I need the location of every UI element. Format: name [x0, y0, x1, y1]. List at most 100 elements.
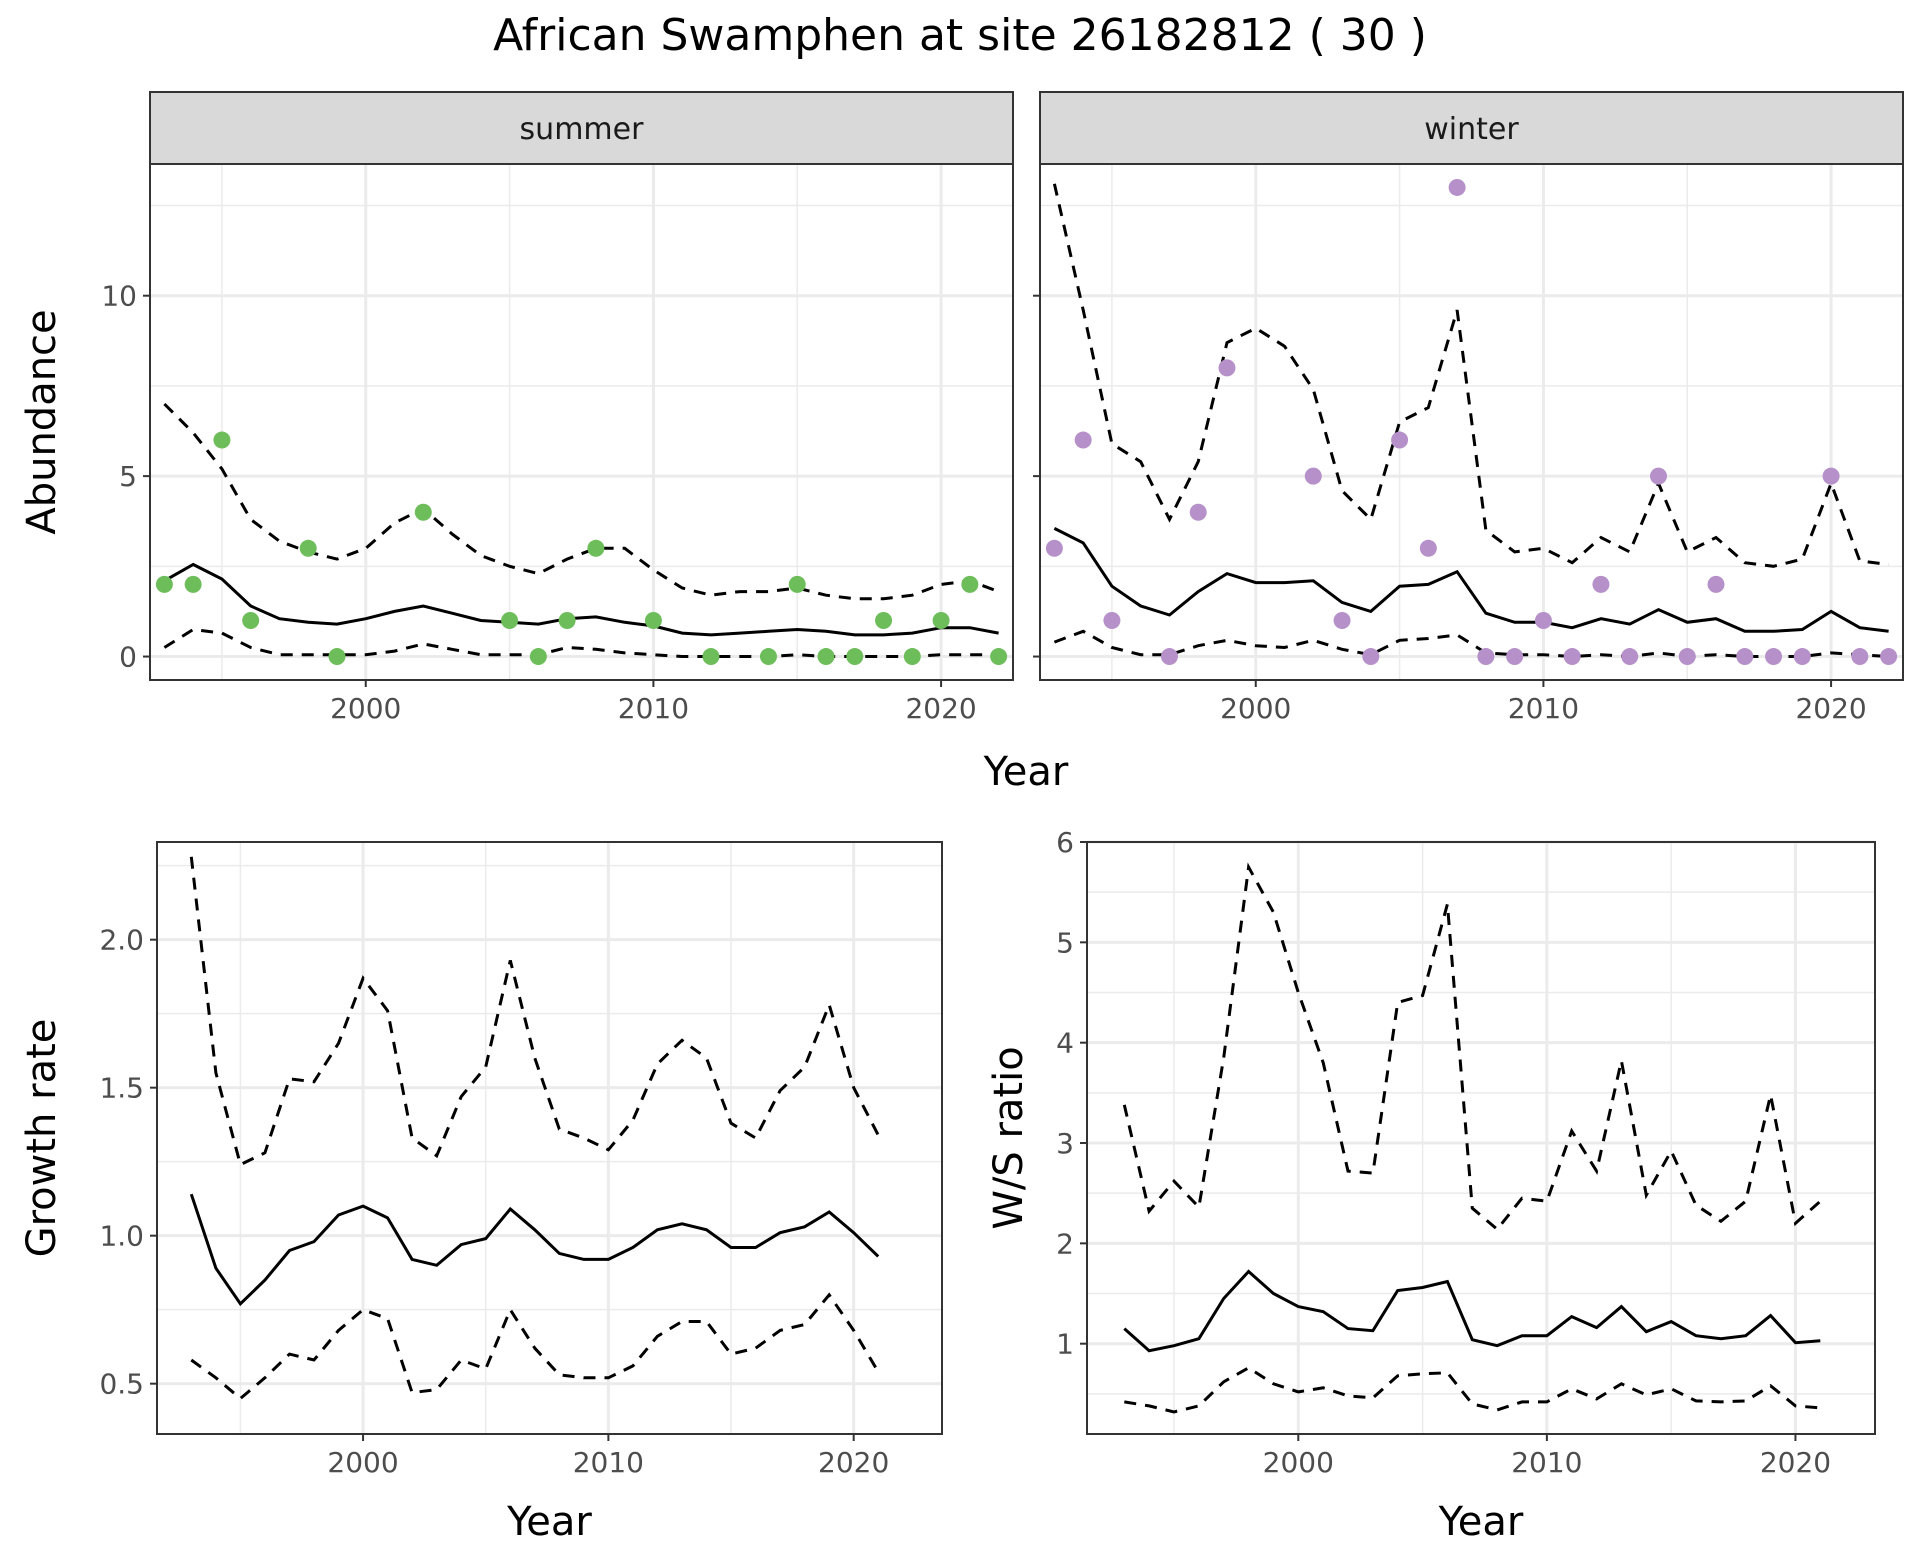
abundance-summer-point [903, 648, 921, 666]
plots: summer 2000 2010 2020 0 5 10 winter 2000 2010 2020… [19, 91, 1904, 1545]
growth-y-tick-label: 1.5 [99, 1072, 144, 1105]
abundance-winter-point [1534, 611, 1552, 629]
abundance-winter-x-tick-label: 2000 [1220, 692, 1291, 725]
abundance-winter-point [1103, 611, 1121, 629]
abundance-summer-point [702, 648, 720, 666]
ws-y-tick-label: 2 [1056, 1227, 1074, 1260]
abundance-winter-lower-bound-line [1053, 629, 1889, 659]
ws-y-tick-label: 5 [1056, 926, 1074, 959]
abundance-summer-point [414, 503, 432, 521]
abundance-winter-point [1563, 648, 1581, 666]
facet-strip-label-winter: winter [1424, 112, 1519, 147]
ws-x-axis-title: Year [1438, 1499, 1524, 1545]
growth-rate-panel: 2000 2010 2020 0.5 1.0 1.5 2.0 Growth rate Year [19, 841, 943, 1545]
abundance-summer-lower-bound-line [163, 627, 999, 658]
abundance-winter-point [1592, 575, 1610, 593]
ws-y-tick-label: 6 [1056, 826, 1074, 859]
growth-y-tick-label: 2.0 [99, 924, 144, 957]
abundance-summer-upper-bound-line [163, 402, 1000, 601]
abundance-summer-point [213, 431, 231, 449]
abundance-summer-point [529, 648, 547, 666]
ws-y-tick-label: 4 [1056, 1027, 1074, 1060]
growth-y-axis-title: Growth rate [19, 1019, 65, 1258]
abundance-summer-mean-line [163, 562, 999, 637]
abundance-winter-point [1362, 648, 1380, 666]
abundance-summer-point [875, 611, 893, 629]
abundance-winter-point [1391, 431, 1409, 449]
abundance-winter-point [1678, 648, 1696, 666]
ws-mean-line [1123, 1269, 1821, 1353]
growth-y-tick-label: 0.5 [99, 1368, 144, 1401]
abundance-winter-point [1045, 539, 1063, 557]
abundance-winter-point [1477, 648, 1495, 666]
abundance-summer-point [155, 575, 173, 593]
abundance-summer-x-tick-label: 2020 [905, 692, 976, 725]
abundance-panel-winter: winter 2000 2010 2020 [1033, 91, 1904, 725]
abundance-summer-point [961, 575, 979, 593]
growth-panel-border [156, 841, 943, 1435]
abundance-summer-y-tick-label: 5 [119, 460, 137, 493]
growth-x-tick-label: 2000 [327, 1446, 398, 1479]
abundance-summer-point [558, 611, 576, 629]
abundance-winter-point [1822, 467, 1840, 485]
abundance-winter-point [1736, 648, 1754, 666]
growth-lower-bound-line [190, 1292, 880, 1401]
abundance-summer-y-tick-label: 10 [101, 280, 137, 313]
abundance-winter-point [1506, 648, 1524, 666]
abundance-summer-panel-border [149, 163, 1014, 681]
ws-x-tick-label: 2000 [1263, 1446, 1334, 1479]
abundance-winter-x-tick-label: 2020 [1795, 692, 1866, 725]
abundance-summer-y-tick-label: 0 [119, 641, 137, 674]
abundance-winter-point [1218, 359, 1236, 377]
abundance-summer-point [759, 648, 777, 666]
facet-strip-label-summer: summer [520, 112, 645, 147]
abundance-winter-point [1707, 575, 1725, 593]
figure-title: African Swamphen at site 26182812 ( 30 ) [493, 10, 1427, 61]
abundance-summer-point [242, 611, 260, 629]
abundance-winter-point [1333, 611, 1351, 629]
abundance-summer-point [846, 648, 864, 666]
ws-upper-bound-line [1122, 862, 1822, 1232]
abundance-winter-point [1189, 503, 1207, 521]
ws-y-tick-label: 3 [1056, 1127, 1074, 1160]
abundance-winter-point [1851, 648, 1869, 666]
abundance-winter-point [1880, 648, 1898, 666]
abundance-summer-point [932, 611, 950, 629]
abundance-winter-point [1765, 648, 1783, 666]
abundance-y-axis-title: Abundance [19, 309, 65, 534]
facet-strip-winter [1039, 91, 1904, 165]
growth-x-tick-label: 2020 [818, 1446, 889, 1479]
abundance-panel-summer: summer 2000 2010 2020 0 5 10 [101, 91, 1014, 725]
abundance-summer-point [501, 611, 519, 629]
abundance-summer-point [299, 539, 317, 557]
abundance-summer-point [788, 575, 806, 593]
ws-panel-border [1086, 841, 1876, 1435]
facet-strip-summer [149, 91, 1014, 165]
abundance-summer-x-tick-label: 2010 [618, 692, 689, 725]
ws-x-tick-label: 2010 [1511, 1446, 1582, 1479]
growth-y-tick-label: 1.0 [99, 1220, 144, 1253]
ws-ratio-panel: 2000 2010 2020 1 2 3 4 5 6 W/S ratio Year [986, 826, 1876, 1545]
abundance-winter-point [1448, 178, 1466, 196]
abundance-winter-point [1304, 467, 1322, 485]
abundance-summer-point [328, 648, 346, 666]
ws-lower-bound-line [1124, 1366, 1821, 1414]
abundance-winter-point [1160, 648, 1178, 666]
abundance-winter-point [1074, 431, 1092, 449]
growth-x-tick-label: 2010 [573, 1446, 644, 1479]
abundance-winter-x-tick-label: 2010 [1508, 692, 1579, 725]
abundance-winter-upper-bound-line [1052, 183, 1889, 568]
abundance-winter-point [1793, 648, 1811, 666]
abundance-winter-mean-line [1053, 527, 1889, 633]
abundance-winter-point [1621, 648, 1639, 666]
abundance-winter-point [1419, 539, 1437, 557]
growth-upper-bound-line [189, 856, 880, 1167]
ws-y-tick-label: 1 [1056, 1328, 1074, 1361]
ws-y-axis-title: W/S ratio [986, 1046, 1032, 1229]
abundance-summer-point [587, 539, 605, 557]
abundance-summer-point [817, 648, 835, 666]
growth-mean-line [189, 1193, 880, 1307]
ws-x-tick-label: 2020 [1760, 1446, 1831, 1479]
abundance-x-axis-title: Year [983, 749, 1069, 795]
